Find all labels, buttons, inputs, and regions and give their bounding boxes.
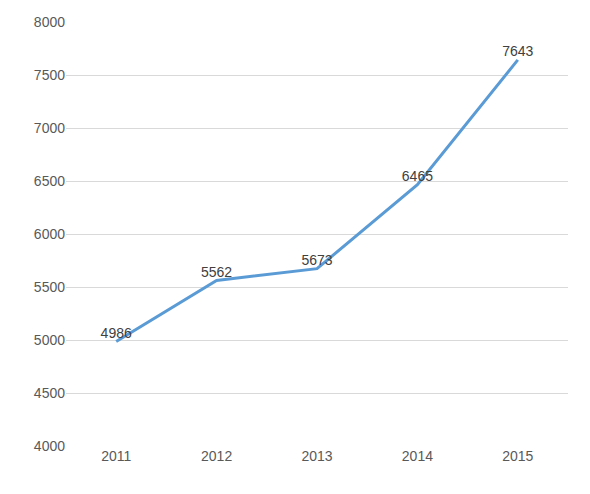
svg-text:7000: 7000	[34, 120, 65, 136]
svg-text:8000: 8000	[34, 14, 65, 30]
svg-text:4000: 4000	[34, 438, 65, 454]
svg-text:5500: 5500	[34, 279, 65, 295]
svg-text:6000: 6000	[34, 226, 65, 242]
svg-text:2012: 2012	[201, 448, 232, 464]
svg-text:5000: 5000	[34, 332, 65, 348]
svg-text:2013: 2013	[301, 448, 332, 464]
svg-text:5562: 5562	[201, 264, 232, 280]
svg-text:6500: 6500	[34, 173, 65, 189]
svg-text:2015: 2015	[502, 448, 533, 464]
svg-text:5673: 5673	[301, 252, 332, 268]
svg-text:4986: 4986	[101, 325, 132, 341]
svg-text:7500: 7500	[34, 67, 65, 83]
svg-text:4500: 4500	[34, 385, 65, 401]
svg-text:6465: 6465	[402, 168, 433, 184]
svg-text:2014: 2014	[402, 448, 433, 464]
svg-text:7643: 7643	[502, 43, 533, 59]
svg-text:2011: 2011	[101, 448, 131, 464]
